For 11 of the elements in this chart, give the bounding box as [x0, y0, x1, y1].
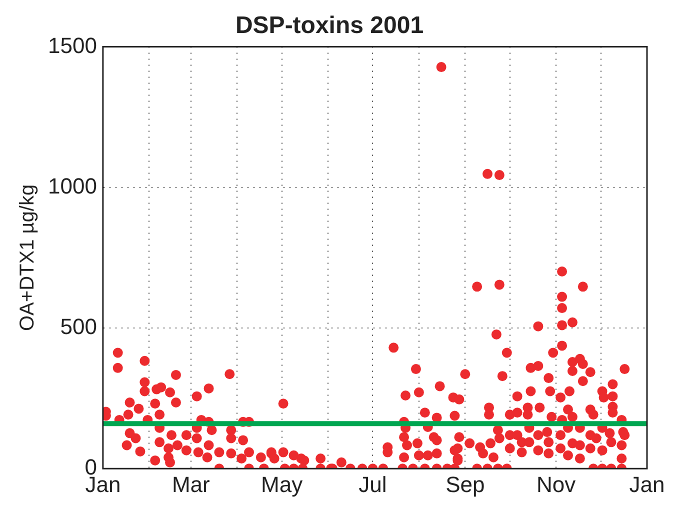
x-tick-label: May: [261, 472, 303, 497]
x-tick-label: Sep: [446, 472, 485, 497]
x-tick-label: Jan: [629, 472, 665, 497]
y-tick-label: 1500: [48, 32, 97, 58]
x-tick-label: Jul: [358, 472, 387, 497]
y-tick-label: 1000: [48, 173, 97, 198]
chart-title: DSP-toxins 2001: [235, 12, 424, 40]
x-tick-label: Nov: [536, 472, 576, 497]
x-tick-label: Mar: [172, 472, 210, 497]
y-tick-label: 500: [60, 314, 97, 340]
y-axis-title: OA+DTX1 µg/kg: [16, 184, 39, 331]
